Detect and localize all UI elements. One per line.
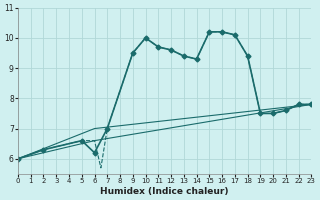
X-axis label: Humidex (Indice chaleur): Humidex (Indice chaleur) [100,187,229,196]
